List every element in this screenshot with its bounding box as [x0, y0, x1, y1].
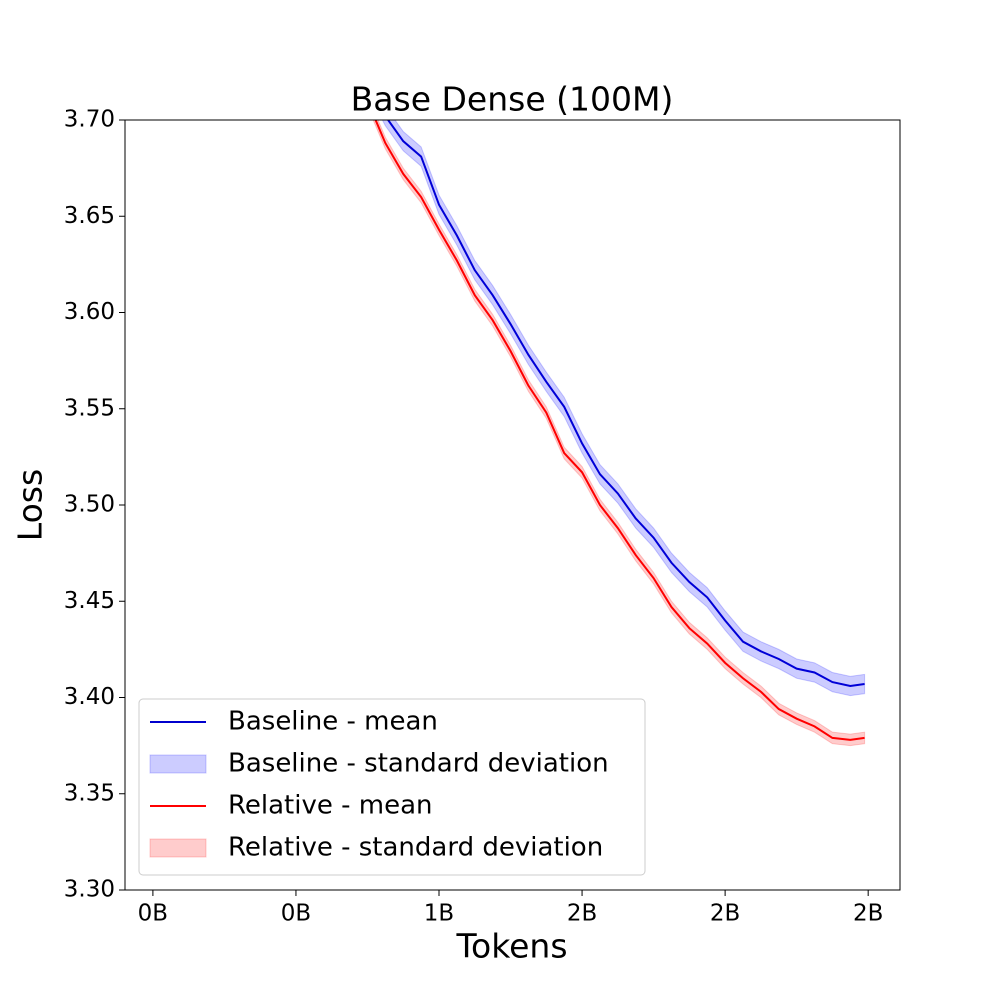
- plot-frame: [124, 119, 901, 891]
- legend-label: Relative - standard deviation: [228, 833, 603, 863]
- y-tick-label: 3.50: [64, 492, 115, 518]
- y-tick-label: 3.45: [64, 588, 115, 614]
- legend-label: Baseline - mean: [228, 707, 438, 737]
- mean-line: [386, 120, 865, 687]
- x-axis-label: Tokens: [455, 927, 567, 966]
- y-tick-label: 3.35: [64, 780, 115, 806]
- legend-box: [138, 698, 646, 876]
- y-tick-label: 3.30: [64, 877, 115, 903]
- legend-swatch: [149, 754, 207, 774]
- mean-line: [374, 120, 865, 741]
- y-tick-label: 3.55: [64, 395, 115, 421]
- std-band: [381, 120, 866, 697]
- legend-swatch: [149, 838, 207, 858]
- plot-area: [372, 120, 866, 747]
- std-band: [372, 120, 866, 747]
- x-tick-label: 0B: [138, 901, 168, 927]
- y-tick-label: 3.65: [64, 203, 115, 229]
- x-tick-label: 2B: [567, 901, 597, 927]
- y-tick-label: 3.70: [64, 107, 115, 133]
- x-tick-label: 2B: [853, 901, 883, 927]
- y-tick-label: 3.40: [64, 684, 115, 710]
- legend-label: Relative - mean: [228, 791, 433, 821]
- legend-label: Baseline - standard deviation: [228, 749, 609, 779]
- x-tick-label: 0B: [281, 901, 311, 927]
- y-axis-label: Loss: [11, 469, 50, 541]
- x-tick-label: 2B: [710, 901, 740, 927]
- chart-title: Base Dense (100M): [351, 80, 674, 119]
- y-tick-label: 3.60: [64, 299, 115, 325]
- x-tick-label: 1B: [424, 901, 454, 927]
